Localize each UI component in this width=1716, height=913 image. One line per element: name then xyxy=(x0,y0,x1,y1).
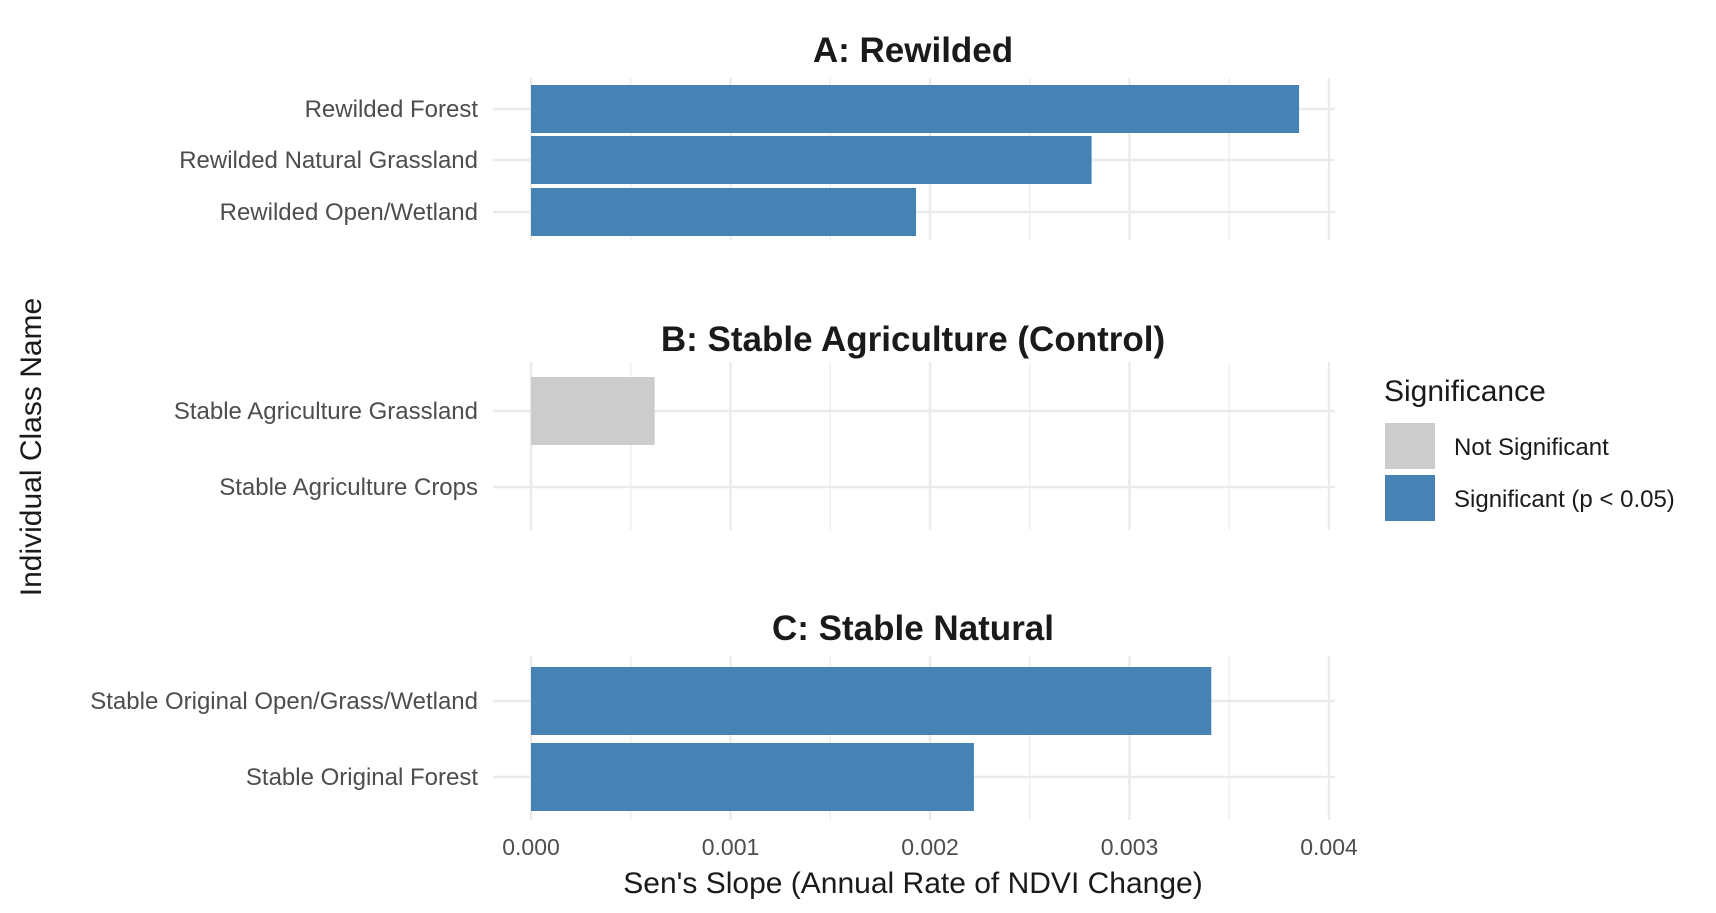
legend-swatch xyxy=(1385,475,1435,521)
panel-2: B: Stable Agriculture (Control) Stable Ag… xyxy=(174,320,1335,530)
x-axis-title: Sen's Slope (Annual Rate of NDVI Change) xyxy=(623,867,1202,900)
bar xyxy=(531,667,1212,735)
category-label: Rewilded Forest xyxy=(305,96,479,123)
legend-label: Not Significant xyxy=(1454,434,1609,461)
category-label: Rewilded Open/Wetland xyxy=(220,199,478,226)
legend-label: Significant (p < 0.05) xyxy=(1454,486,1675,513)
x-tick-label: 0.000 xyxy=(502,834,560,860)
category-label: Rewilded Natural Grassland xyxy=(179,147,478,174)
category-label: Stable Original Forest xyxy=(246,764,478,791)
legend-title: Significance xyxy=(1384,375,1546,408)
x-tick-label: 0.003 xyxy=(1101,834,1159,860)
legend: Significance Not Significant Significant … xyxy=(1384,375,1675,521)
y-axis-title: Individual Class Name xyxy=(15,298,48,596)
panel-1: A: Rewilded Rewilded Forest Rewilded Natur… xyxy=(179,31,1335,240)
bar xyxy=(531,377,655,445)
category-label: Stable Agriculture Crops xyxy=(219,474,478,501)
panel-3: C: Stable Natural Stable Original Open/Gr… xyxy=(90,609,1335,820)
category-label: Stable Agriculture Grassland xyxy=(174,398,478,425)
legend-swatch xyxy=(1385,423,1435,469)
x-tick-label: 0.002 xyxy=(901,834,959,860)
bar xyxy=(531,136,1092,184)
category-label: Stable Original Open/Grass/Wetland xyxy=(90,688,478,715)
panel-title: B: Stable Agriculture (Control) xyxy=(661,320,1165,359)
bar xyxy=(531,188,917,236)
panel-title: C: Stable Natural xyxy=(772,609,1054,648)
x-tick-label: 0.004 xyxy=(1300,834,1358,860)
bar xyxy=(531,85,1300,133)
panel-title: A: Rewilded xyxy=(813,31,1013,70)
chart-panels: A: Rewilded Rewilded Forest Rewilded Natur… xyxy=(90,31,1335,820)
bar xyxy=(531,743,974,811)
x-axis: 0.000 0.001 0.002 0.003 0.004 xyxy=(502,834,1358,860)
x-tick-label: 0.001 xyxy=(702,834,760,860)
